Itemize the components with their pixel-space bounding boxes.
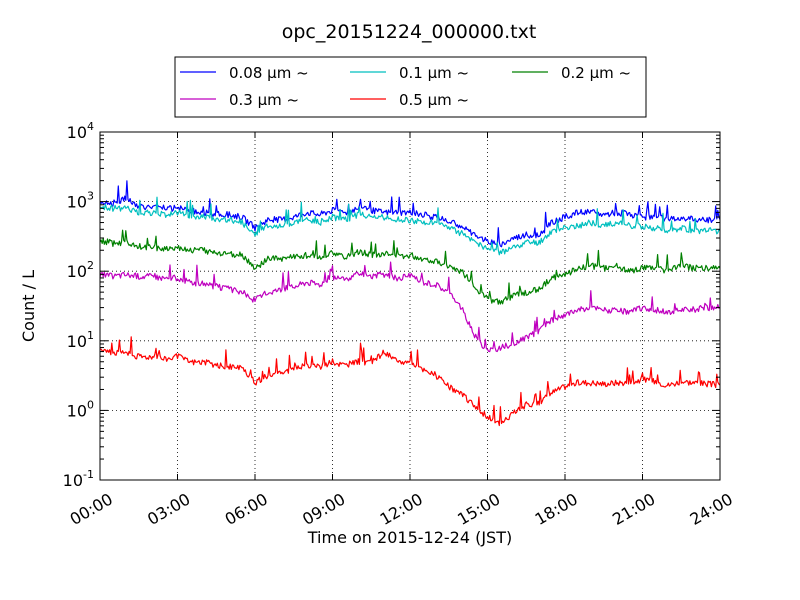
plot-area <box>100 132 720 480</box>
y-tick-label: 101 <box>67 329 94 351</box>
legend-label: 0.2 μm ~ <box>561 64 631 82</box>
series-line <box>99 229 721 305</box>
y-axis-label: Count / L <box>19 270 38 342</box>
y-tick-label: 100 <box>67 398 94 420</box>
legend-label: 0.08 μm ~ <box>229 64 309 82</box>
series-layer <box>99 180 721 427</box>
legend: 0.08 μm ~ 0.1 μm ~ 0.2 μm ~ 0.3 μm ~ 0.5 μm … <box>174 56 647 118</box>
series-line <box>99 336 721 427</box>
chart-title: opc_20151224_000000.txt <box>282 21 537 43</box>
legend-frame <box>174 56 647 118</box>
y-tick-label: 104 <box>67 120 94 142</box>
ticks <box>99 131 721 481</box>
x-axis-label: Time on 2015-12-24 (JST) <box>307 528 512 547</box>
legend-label: 0.3 μm ~ <box>229 91 299 109</box>
series-line <box>99 196 721 256</box>
legend-label: 0.5 μm ~ <box>399 91 469 109</box>
y-tick-label: 102 <box>67 259 94 281</box>
legend-label: 0.1 μm ~ <box>399 64 469 82</box>
y-tick-label: 10-1 <box>63 468 94 490</box>
y-tick-labels: 10-1 100 101 102 103 104 <box>63 120 94 490</box>
y-tick-label: 103 <box>67 190 94 212</box>
series-line <box>99 261 721 353</box>
series-line <box>99 180 721 248</box>
